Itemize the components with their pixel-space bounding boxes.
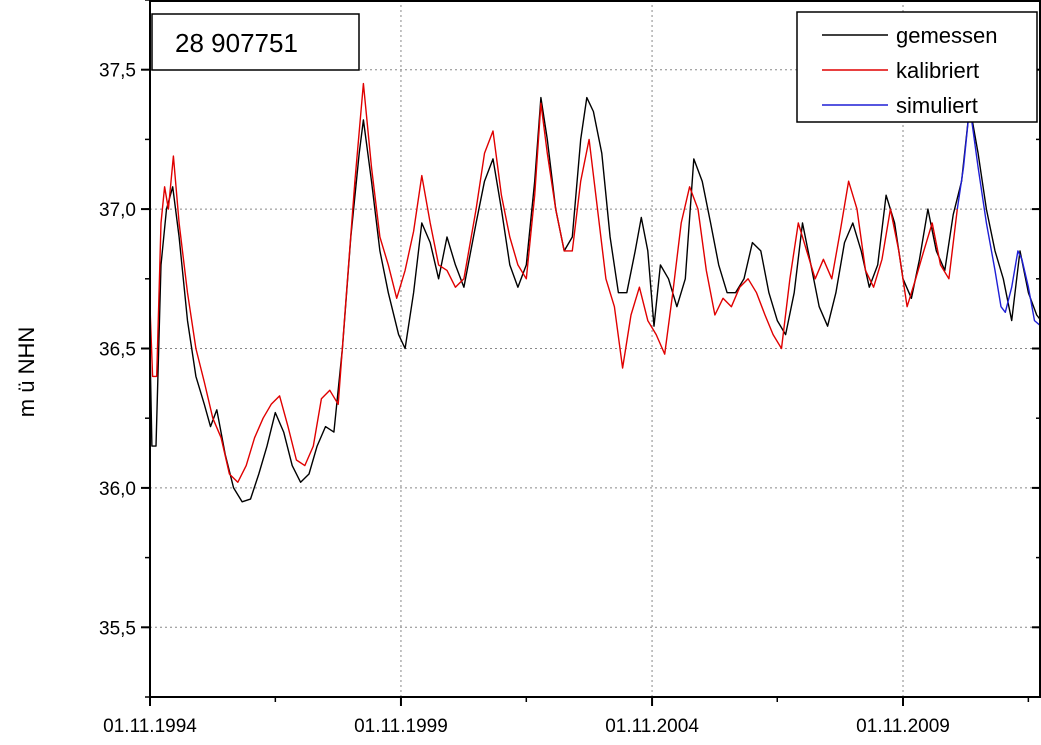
legend: gemessen kalibriert simuliert — [796, 11, 1038, 123]
series-line-kalibriert — [149, 82, 958, 483]
legend-label-kalibriert: kalibriert — [896, 58, 979, 83]
tick-labels: 35,5 36,0 36,5 37,0 37,5 01.11.1994 01.11.1999… — [99, 61, 950, 737]
y-tick-label: 37,0 — [99, 200, 136, 221]
axes — [141, 0, 1041, 706]
legend-box — [796, 11, 1038, 123]
y-tick-label: 36,5 — [99, 340, 136, 361]
y-tick-label: 37,5 — [99, 61, 136, 82]
legend-label-gemessen: gemessen — [896, 23, 998, 48]
x-tick-label: 01.11.1994 — [103, 716, 197, 737]
series-line-gemessen — [149, 96, 1041, 503]
y-axis-label: m ü NHN — [14, 327, 39, 417]
legend-label-simuliert: simuliert — [896, 93, 978, 118]
x-tick-label: 01.11.2004 — [605, 716, 699, 737]
x-tick-label: 01.11.2009 — [856, 716, 950, 737]
y-tick-label: 35,5 — [99, 618, 136, 639]
chart-title-box: 28 907751 — [151, 13, 360, 71]
chart-title: 28 907751 — [175, 28, 298, 58]
y-tick-label: 36,0 — [99, 479, 136, 500]
x-tick-label: 01.11.1999 — [354, 716, 448, 737]
